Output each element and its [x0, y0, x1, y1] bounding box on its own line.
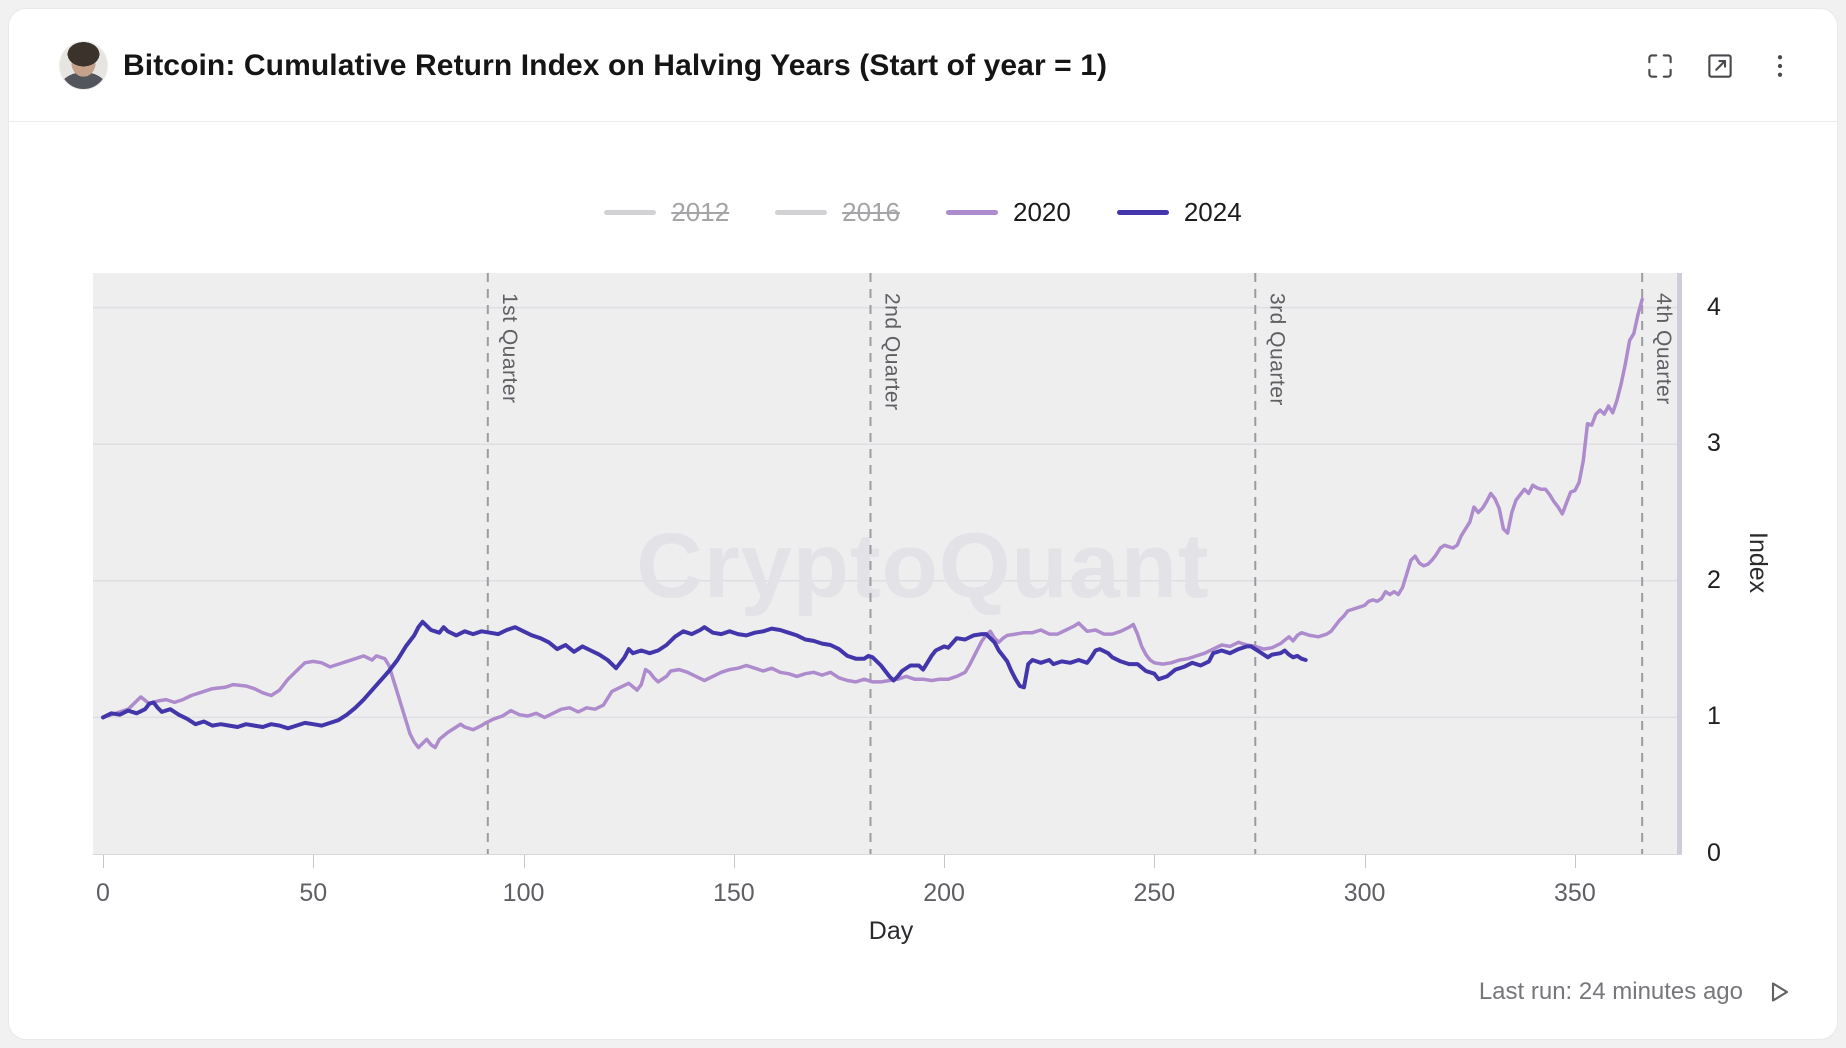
x-tick — [1364, 855, 1366, 868]
quarter-label: 3rd Quarter — [1265, 293, 1289, 406]
legend-item-2024[interactable]: 2024 — [1116, 197, 1242, 228]
x-tick-label: 350 — [1554, 879, 1596, 907]
y-tick-label: 1 — [1707, 702, 1721, 731]
last-run-text: Last run: 24 minutes ago — [1478, 978, 1743, 1005]
x-tick-label: 100 — [502, 879, 545, 907]
author-avatar[interactable] — [59, 41, 108, 90]
x-tick — [733, 855, 735, 868]
y-tick-label: 3 — [1707, 429, 1721, 458]
chart-title: Bitcoin: Cumulative Return Index on Halv… — [123, 48, 1108, 82]
legend-swatch — [604, 210, 657, 215]
plot-canvas[interactable]: CryptoQuant — [93, 273, 1682, 854]
legend-swatch — [775, 210, 828, 215]
y-axis-title: Index — [1744, 532, 1772, 594]
fullscreen-button[interactable] — [1643, 49, 1677, 83]
header: Bitcoin: Cumulative Return Index on Halv… — [9, 9, 1837, 122]
legend-item-2012[interactable]: 2012 — [604, 197, 729, 228]
series-line-2024 — [101, 619, 1308, 731]
y-tick-label: 4 — [1707, 292, 1721, 321]
chart-region: 2012 2016 2020 2024 CryptoQuant 1st Quarter… — [9, 123, 1837, 1039]
y-tick-label: 0 — [1707, 839, 1721, 867]
run-play-icon — [1771, 982, 1789, 1002]
x-axis: 0 50 100 150 200 250 300 350 — [93, 854, 1682, 907]
x-tick-label: 250 — [1133, 879, 1176, 907]
chart-card: Bitcoin: Cumulative Return Index on Halv… — [8, 8, 1838, 1040]
legend-swatch — [1116, 210, 1169, 215]
x-tick-label: 200 — [923, 879, 965, 907]
fullscreen-icon — [1648, 53, 1672, 78]
watermark: CryptoQuant — [636, 515, 1209, 617]
more-options-icon — [1777, 54, 1783, 77]
series-line-2020 — [101, 297, 1644, 750]
y-tick-label: 2 — [1707, 565, 1721, 594]
x-tick — [523, 855, 525, 868]
legend-item-2020[interactable]: 2020 — [946, 197, 1071, 228]
quarter-label: 4th Quarter — [1652, 293, 1676, 405]
run-play-button[interactable] — [1761, 975, 1795, 1009]
x-tick — [313, 855, 315, 868]
legend-label: 2012 — [671, 197, 730, 227]
x-tick — [1154, 855, 1156, 868]
legend-item-2016[interactable]: 2016 — [775, 197, 900, 228]
more-options-button[interactable] — [1763, 49, 1797, 83]
legend: 2012 2016 2020 2024 — [9, 197, 1837, 228]
quarter-label: 2nd Quarter — [880, 293, 904, 411]
legend-swatch — [946, 210, 998, 215]
chart-plot[interactable]: CryptoQuant — [93, 273, 1682, 854]
x-tick-label: 150 — [712, 879, 755, 907]
open-external-icon — [1708, 53, 1732, 78]
legend-label: 2024 — [1183, 197, 1242, 227]
legend-label: 2016 — [842, 197, 900, 227]
x-tick-label: 300 — [1343, 879, 1386, 907]
x-tick — [103, 855, 104, 868]
open-external-button[interactable] — [1703, 49, 1737, 83]
x-tick — [944, 855, 946, 868]
x-tick-label: 0 — [96, 879, 110, 907]
x-tick-label: 50 — [299, 879, 328, 907]
header-actions — [1643, 9, 1797, 122]
footer: Last run: 24 minutes ago — [1479, 975, 1795, 1009]
quarter-label: 1st Quarter — [497, 293, 521, 404]
x-tick — [1574, 855, 1576, 868]
legend-label: 2020 — [1013, 197, 1071, 227]
x-axis-title: Day — [868, 917, 914, 945]
